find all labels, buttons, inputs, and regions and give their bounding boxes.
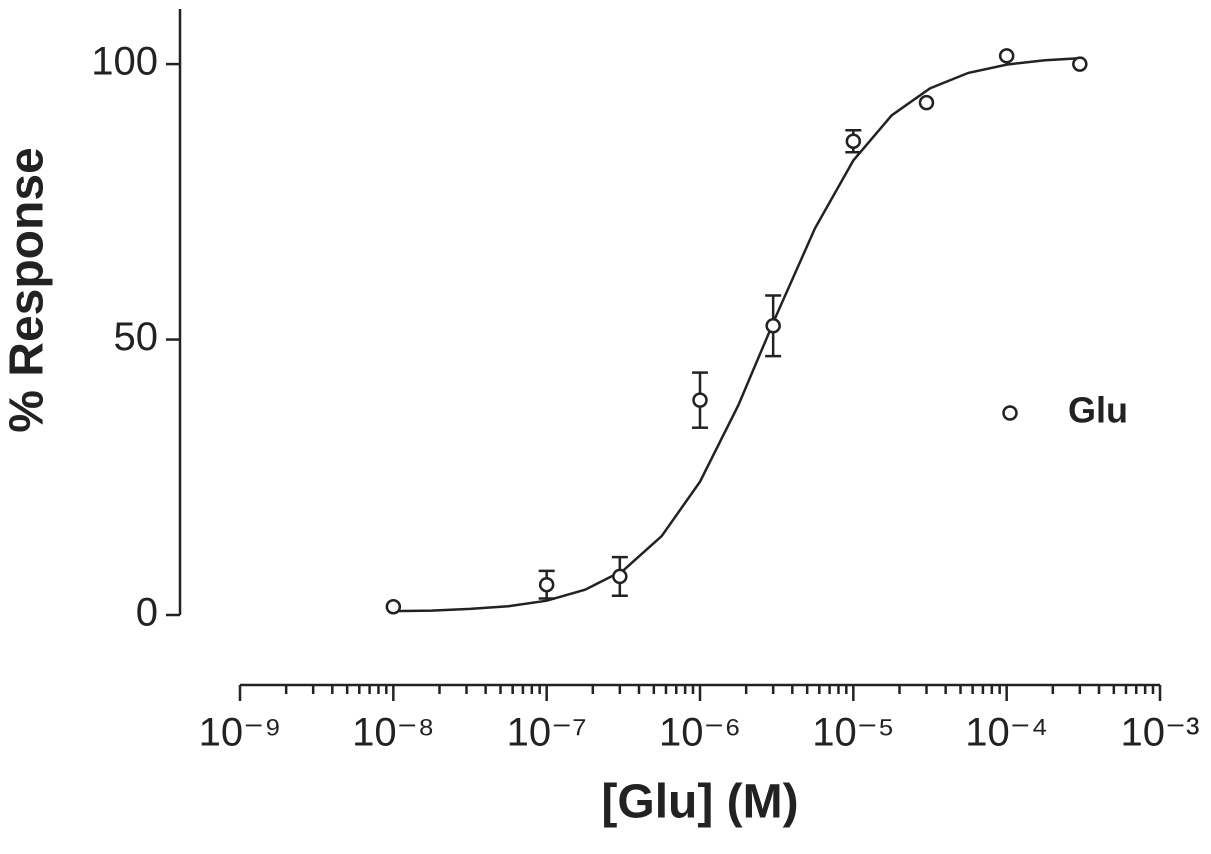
fit-curve [393,56,1084,613]
x-axis-title: [Glu] (M) [601,776,798,829]
data-point [385,598,402,615]
data-point [765,318,781,334]
x-tick-label: 10⁻⁵ [812,711,894,755]
x-tick-label: 10⁻⁶ [659,711,741,755]
data-point [612,568,628,585]
y-tick-label: 50 [114,315,159,359]
data-point [918,94,935,111]
y-tick-label: 0 [136,591,158,635]
legend-label: Glu [1068,390,1128,431]
legend-marker [1002,405,1018,421]
x-tick-label: 10⁻⁸ [352,711,434,755]
x-tick-label: 10⁻⁷ [507,711,587,755]
y-tick-label: 100 [91,40,158,84]
data-point [845,133,862,149]
y-axis-title: % Response [1,147,54,432]
data-point [692,392,708,408]
data-point [1072,56,1088,72]
data-point [538,576,555,593]
data-point [998,48,1015,64]
x-tick-label: 10⁻⁴ [965,711,1048,755]
x-tick-label: 10⁻³ [1121,711,1200,755]
x-tick-label: 10⁻⁹ [199,711,282,755]
